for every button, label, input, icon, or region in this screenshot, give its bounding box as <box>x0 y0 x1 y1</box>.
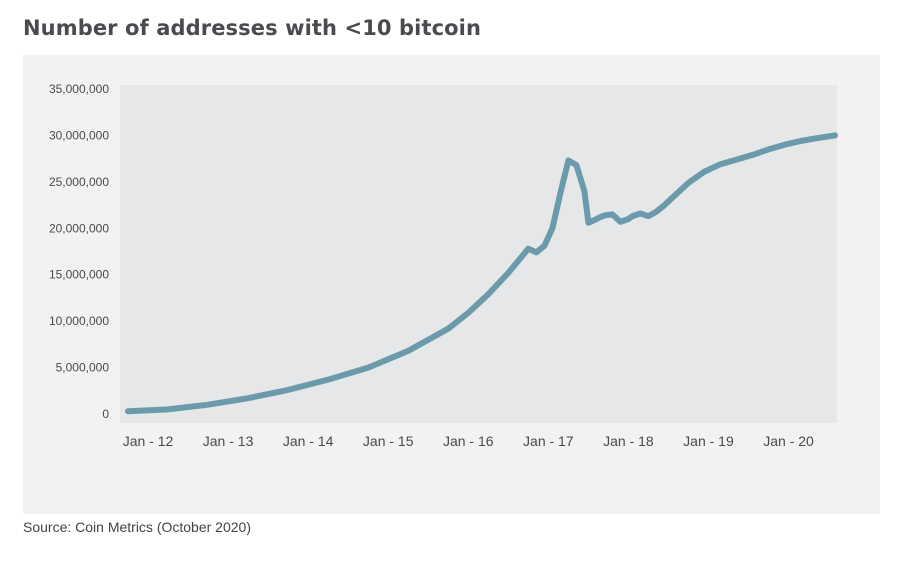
y-tick-label: 15,000,000 <box>49 268 109 282</box>
y-tick-label: 10,000,000 <box>49 314 109 328</box>
x-axis: Jan - 12 Jan - 13 Jan - 14 Jan - 15 Jan - 16… <box>123 433 814 449</box>
x-tick-label: Jan - 17 <box>523 433 574 449</box>
x-tick-label: Jan - 14 <box>283 433 334 449</box>
x-tick-label: Jan - 20 <box>763 433 814 449</box>
chart-panel: 0 5,000,000 10,000,000 15,000,000 20,000,000… <box>23 55 880 514</box>
x-tick-label: Jan - 18 <box>603 433 654 449</box>
line-chart: 0 5,000,000 10,000,000 15,000,000 20,000,000… <box>49 82 838 449</box>
y-tick-label: 20,000,000 <box>49 221 109 235</box>
plot-area <box>120 85 837 423</box>
x-tick-label: Jan - 19 <box>683 433 734 449</box>
y-tick-label: 0 <box>102 407 109 421</box>
y-axis: 0 5,000,000 10,000,000 15,000,000 20,000,000… <box>49 82 109 421</box>
chart-title: Number of addresses with <10 bitcoin <box>23 16 482 40</box>
x-tick-label: Jan - 13 <box>203 433 254 449</box>
x-tick-label: Jan - 16 <box>443 433 494 449</box>
y-tick-label: 35,000,000 <box>49 82 109 96</box>
y-tick-label: 30,000,000 <box>49 128 109 142</box>
source-note: Source: Coin Metrics (October 2020) <box>23 519 251 535</box>
y-tick-label: 25,000,000 <box>49 175 109 189</box>
x-tick-label: Jan - 12 <box>123 433 174 449</box>
y-tick-label: 5,000,000 <box>56 361 110 375</box>
series-line-addresses <box>125 132 838 415</box>
x-tick-label: Jan - 15 <box>363 433 414 449</box>
